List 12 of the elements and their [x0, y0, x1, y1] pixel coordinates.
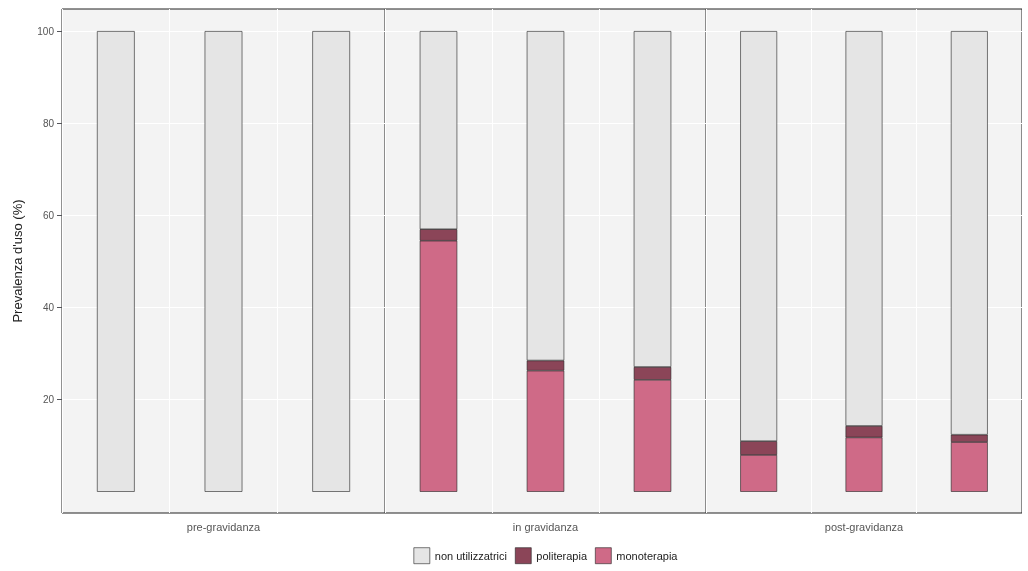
y-tick-label: 20	[42, 394, 55, 406]
y-tick-label: 60	[42, 209, 55, 221]
legend-label: non utilizzatrici	[434, 549, 507, 562]
y-axis-title: Prevalenza d'uso (%)	[10, 199, 25, 323]
legend-label: politerapia	[536, 549, 588, 562]
x-tick-label: in gravidanza	[512, 520, 580, 533]
y-tick-label: 80	[42, 117, 55, 129]
y-tick-label: 40	[42, 302, 55, 314]
x-tick-label: pre-gravidanza	[186, 520, 262, 533]
x-tick-label: post-gravidanza	[824, 520, 905, 533]
legend-label: monoterapia	[616, 549, 679, 562]
y-tick-label: 100	[37, 25, 55, 37]
